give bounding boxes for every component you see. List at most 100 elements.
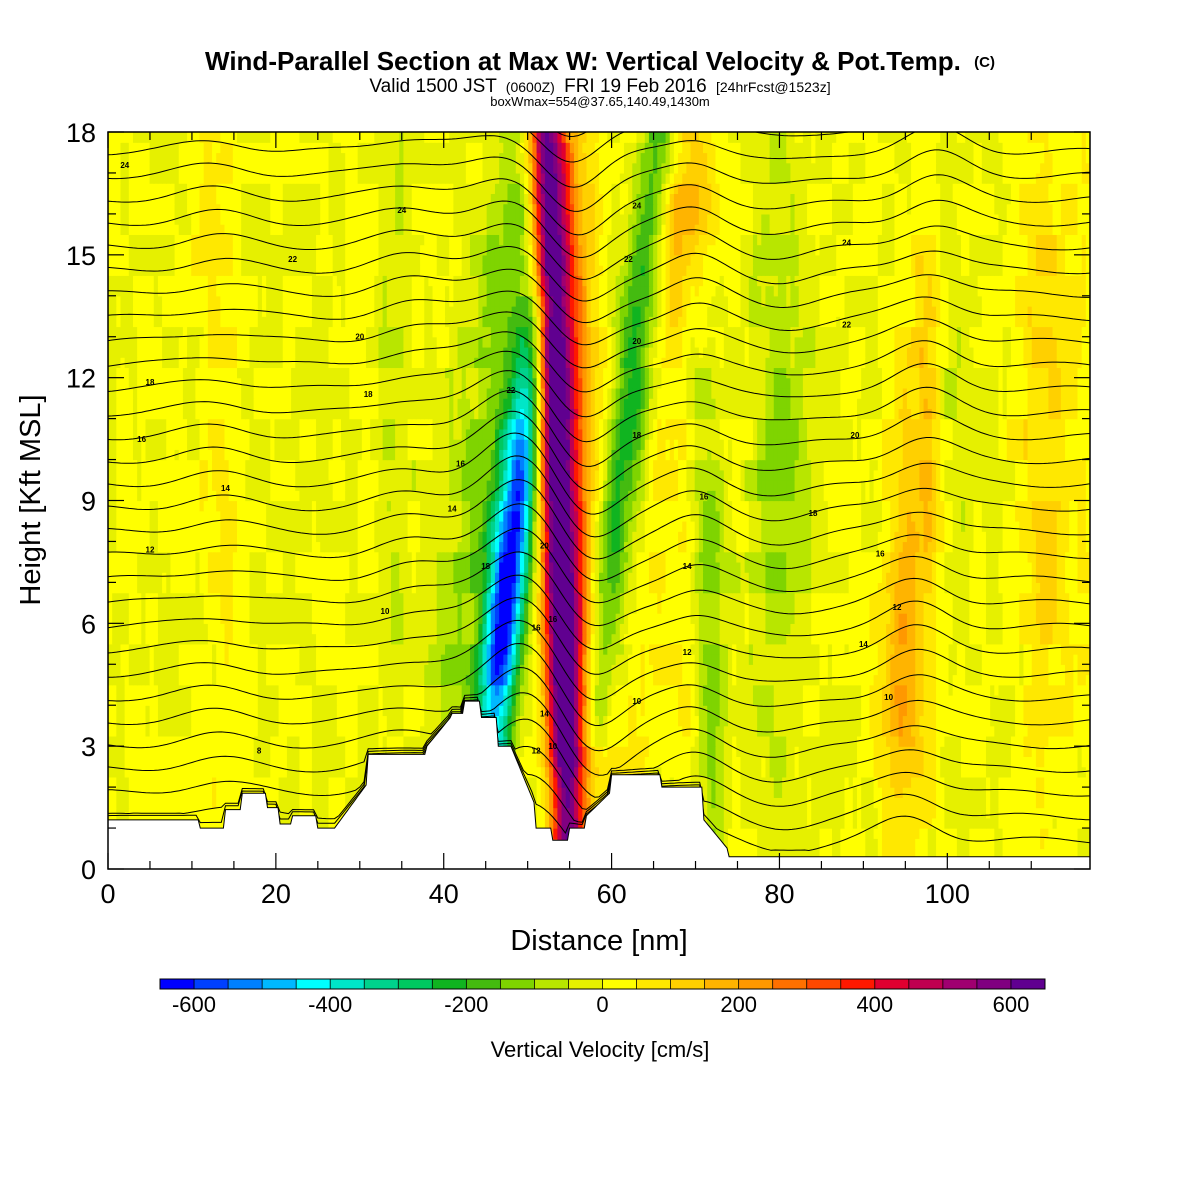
heatmap-cell [224, 746, 230, 758]
heatmap-cell [324, 776, 330, 788]
heatmap-cell [1081, 807, 1087, 819]
heatmap-cell [915, 838, 920, 850]
heatmap-cell [861, 735, 866, 747]
heatmap-cell [707, 756, 712, 768]
heatmap-cell [936, 735, 941, 747]
heatmap-cell [915, 787, 920, 798]
heatmap-cell [998, 746, 1004, 758]
heatmap-cell [590, 674, 596, 686]
heatmap-cell [216, 817, 221, 829]
heatmap-cell [673, 735, 679, 747]
heatmap-cell [565, 817, 571, 829]
heatmap-cell [482, 674, 488, 686]
heatmap-cell [590, 694, 596, 706]
heatmap-cell [940, 817, 945, 829]
heatmap-cell [195, 787, 201, 798]
heatmap-cell [199, 787, 205, 798]
heatmap-cell [357, 705, 363, 717]
heatmap-cell [740, 654, 746, 665]
heatmap-cell [623, 694, 629, 706]
heatmap-cell [249, 694, 255, 706]
heatmap-cell [274, 694, 280, 706]
heatmap-cell [757, 787, 762, 798]
heatmap-cell [561, 766, 567, 778]
heatmap-cell [582, 756, 588, 768]
heatmap-cell [940, 684, 945, 696]
heatmap-cell [1027, 735, 1033, 747]
heatmap-cell [981, 828, 987, 839]
heatmap-cell [865, 664, 871, 676]
heatmap-cell [253, 684, 259, 696]
heatmap-cell [195, 725, 201, 737]
heatmap-cell [881, 797, 887, 809]
heatmap-cell [166, 735, 172, 747]
heatmap-cell [869, 807, 875, 819]
heatmap-cell [736, 787, 742, 798]
heatmap-cell [524, 766, 529, 778]
heatmap-cell [132, 756, 138, 768]
heatmap-cell [266, 735, 271, 747]
heatmap-cell [969, 776, 975, 788]
heatmap-cell [827, 654, 833, 665]
heatmap-cell [1077, 776, 1083, 788]
heatmap-cell [952, 828, 958, 839]
heatmap-cell [777, 674, 783, 686]
heatmap-cell [594, 694, 600, 706]
heatmap-cell [690, 705, 696, 717]
heatmap-cell [236, 787, 242, 798]
heatmap-cell [807, 787, 812, 798]
heatmap-cell [981, 817, 987, 829]
heatmap-cell [998, 725, 1004, 737]
heatmap-cell [732, 817, 737, 829]
heatmap-cell [948, 674, 954, 686]
heatmap-cell [690, 664, 696, 676]
heatmap-cell [811, 735, 816, 747]
heatmap-cell [137, 715, 142, 727]
heatmap-cell [657, 684, 663, 696]
heatmap-cell [823, 848, 829, 860]
heatmap-cell [757, 807, 762, 819]
heatmap-cell [769, 766, 775, 778]
heatmap-cell [241, 674, 246, 686]
heatmap-cell [923, 838, 929, 850]
heatmap-cell [648, 715, 654, 727]
heatmap-cell [120, 797, 126, 809]
heatmap-cell [977, 776, 983, 788]
heatmap-cell [811, 756, 816, 768]
heatmap-cell [187, 684, 192, 696]
heatmap-cell [141, 776, 147, 788]
heatmap-cell [765, 756, 771, 768]
heatmap-cell [698, 684, 704, 696]
heatmap-cell [586, 746, 592, 758]
heatmap-cell [569, 694, 575, 706]
heatmap-cell [881, 848, 887, 860]
heatmap-cell [765, 705, 771, 717]
heatmap-cell [852, 664, 858, 676]
heatmap-cell [1048, 838, 1054, 850]
heatmap-cell [1035, 684, 1041, 696]
heatmap-cell [644, 674, 650, 686]
heatmap-cell [291, 664, 296, 676]
heatmap-cell [336, 705, 342, 717]
heatmap-cell [565, 684, 571, 696]
heatmap-cell [1085, 684, 1090, 696]
heatmap-cell [524, 746, 529, 758]
heatmap-cell [1073, 654, 1079, 665]
heatmap-cell [594, 756, 600, 768]
heatmap-cell [1073, 838, 1079, 850]
heatmap-cell [915, 797, 920, 809]
heatmap-cell [1069, 807, 1074, 819]
heatmap-cell [940, 787, 945, 798]
heatmap-cell [636, 735, 642, 747]
heatmap-cell [108, 674, 113, 686]
heatmap-cell [178, 654, 184, 665]
heatmap-cell [852, 705, 858, 717]
heatmap-cell [108, 715, 113, 727]
heatmap-cell [536, 715, 542, 727]
heatmap-cell [1048, 664, 1054, 676]
heatmap-cell [990, 746, 995, 758]
heatmap-cell [1044, 684, 1049, 696]
heatmap-cell [956, 807, 962, 819]
heatmap-cell [253, 664, 259, 676]
heatmap-cell [827, 756, 833, 768]
